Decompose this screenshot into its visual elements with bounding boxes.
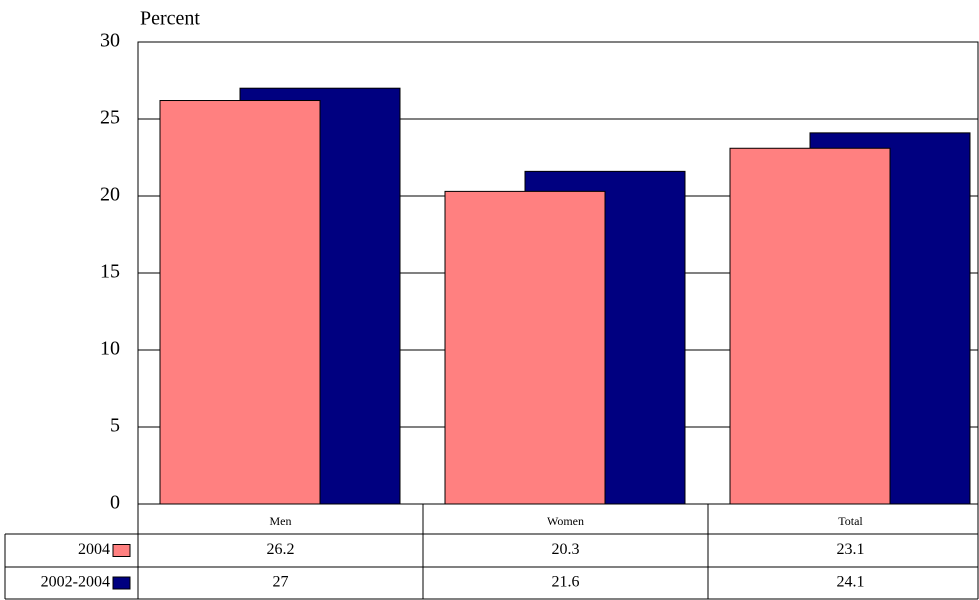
table-value: 21.6 (552, 574, 580, 591)
x-tick-label: Women (547, 514, 584, 528)
y-tick-label: 30 (100, 30, 120, 52)
table-value: 20.3 (552, 541, 580, 558)
legend-swatch (112, 576, 131, 590)
x-tick-label: Total (838, 514, 863, 528)
legend-label: 2004 (78, 541, 110, 558)
y-tick-label: 20 (100, 184, 120, 206)
table-value: 24.1 (837, 574, 865, 591)
x-tick-label: Men (270, 514, 292, 528)
table-value: 27 (273, 574, 289, 591)
y-tick-label: 0 (110, 492, 120, 514)
bar (444, 190, 606, 505)
legend-swatch (112, 544, 131, 557)
bar (159, 100, 321, 505)
y-tick-label: 15 (100, 261, 120, 283)
legend-label: 2002-2004 (41, 574, 110, 591)
table-value: 26.2 (267, 541, 295, 558)
y-tick-label: 10 (100, 338, 120, 360)
y-tick-label: 5 (110, 415, 120, 437)
y-axis-label: Percent (140, 8, 200, 30)
table-value: 23.1 (837, 541, 865, 558)
y-tick-label: 25 (100, 107, 120, 129)
bar (729, 147, 891, 505)
